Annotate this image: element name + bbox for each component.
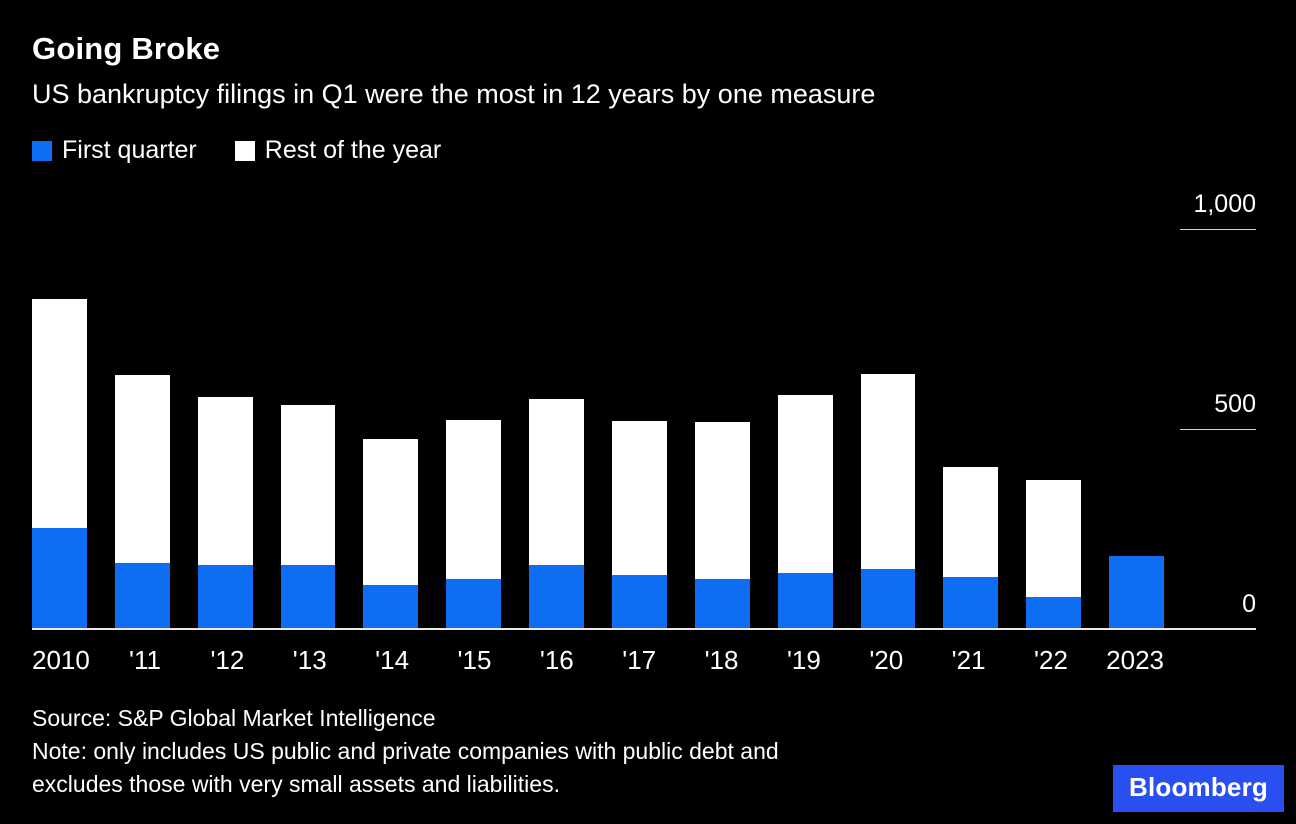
first-quarter-segment [860,569,916,630]
first-quarter-segment [446,579,502,630]
rest-of-year-segment [943,467,999,578]
legend-item-rest-of-year: Rest of the year [234,136,442,165]
rest-of-year-segment [114,375,170,564]
x-axis-label: '20 [869,645,904,676]
note-line: excludes those with very small assets an… [32,770,560,797]
x-axis-label: '16 [539,645,574,676]
legend-label: First quarter [62,136,197,165]
first-quarter-swatch-icon [32,140,52,161]
legend: First quarter Rest of the year [32,136,1256,165]
first-quarter-segment [694,579,750,630]
rest-of-year-segment [363,439,419,586]
bar-2023 [1109,556,1165,630]
first-quarter-segment [943,577,999,630]
legend-item-first-quarter: First quarter [32,136,197,165]
first-quarter-segment [777,573,833,630]
rest-of-year-segment [197,397,253,566]
first-quarter-segment [1026,597,1082,630]
bar-18 [694,421,750,630]
x-axis-label: '19 [786,645,821,676]
bar-2010 [32,298,87,630]
first-quarter-segment [280,565,336,630]
x-axis-labels: 2010 '11 '12 '13 '14 '15 '16 '17 '18 '19 '20 '21 '22… [32,645,1164,676]
chart-subtitle: US bankruptcy filings in Q1 were the mos… [32,79,876,110]
rest-of-year-segment [32,298,87,528]
first-quarter-segment [32,527,87,630]
plot-area: 0 500 1,000 [32,192,1256,631]
source-text: Source: S&P Global Market Intelligence [32,705,436,732]
first-quarter-segment [114,563,170,630]
x-axis-label: '15 [457,645,492,676]
x-axis-line [32,628,1256,631]
x-axis-label: '12 [210,645,245,676]
x-axis-label: '17 [622,645,657,676]
x-axis-label: 2023 [1106,645,1164,676]
bar-20 [860,373,916,630]
bars-group [32,229,1165,630]
y-axis-tick [1180,429,1256,431]
bar-21 [943,467,999,630]
bar-16 [529,399,585,630]
x-axis-label: '11 [129,645,161,676]
rest-of-year-segment [1026,480,1082,598]
y-axis-tick [1180,229,1256,231]
bar-15 [446,419,502,630]
y-axis-label: 0 [1242,590,1256,619]
bar-17 [612,421,667,630]
x-axis-label: 2010 [32,645,90,676]
note-line: Note: only includes US public and privat… [32,738,779,765]
bar-12 [197,397,253,630]
rest-of-year-segment [777,395,833,574]
first-quarter-segment [529,565,585,630]
x-axis-label: '14 [375,645,410,676]
first-quarter-segment [363,585,419,630]
chart-title: Going Broke [32,31,221,66]
rest-of-year-segment [529,399,585,566]
bar-14 [363,439,419,630]
first-quarter-segment [197,565,253,630]
x-axis-label: '13 [292,645,327,676]
y-axis-label: 1,000 [1193,190,1256,219]
bar-19 [777,395,833,630]
x-axis-label: '21 [951,645,986,676]
first-quarter-segment [1109,556,1165,630]
y-axis-label: 500 [1214,390,1256,419]
rest-of-year-segment [694,421,750,580]
bar-11 [114,375,170,630]
bar-13 [280,405,336,630]
footer: Source: S&P Global Market Intelligence N… [32,702,1256,800]
x-axis-label: '18 [704,645,739,676]
first-quarter-segment [612,575,667,630]
rest-of-year-swatch-icon [234,140,255,161]
bloomberg-logo: Bloomberg [1112,765,1284,812]
rest-of-year-segment [446,419,502,580]
rest-of-year-segment [612,421,667,576]
rest-of-year-segment [860,373,916,570]
bar-22 [1026,480,1082,630]
x-axis-label: '22 [1034,645,1068,676]
rest-of-year-segment [280,405,336,566]
legend-label: Rest of the year [264,136,442,165]
